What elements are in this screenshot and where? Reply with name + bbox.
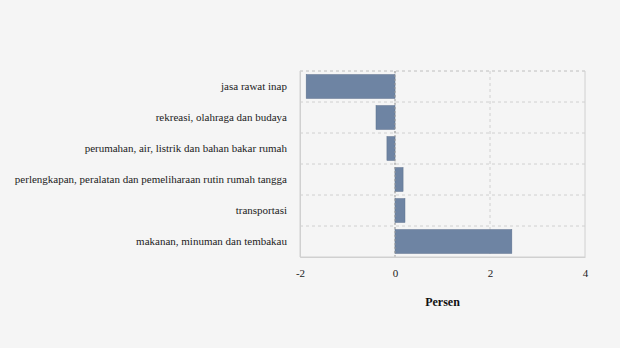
tick: jasa rawat inap <box>220 80 300 92</box>
tick: -2 <box>296 257 305 279</box>
tick-label: makanan, minuman dan tembakau <box>136 235 287 247</box>
grid-line <box>300 164 585 165</box>
bar <box>387 137 395 161</box>
tick: 4 <box>583 257 589 279</box>
y-axis: jasa rawat inap rekreasi, olahraga dan bu… <box>15 72 301 258</box>
tick: 0 <box>393 257 399 279</box>
tick-label: 4 <box>583 267 589 279</box>
tick: rekreasi, olahraga dan budaya <box>156 111 300 123</box>
bar <box>395 168 403 192</box>
bar <box>306 75 395 99</box>
tick: transportasi <box>236 204 300 216</box>
grid-line <box>490 71 491 257</box>
tick: perlengkapan, peralatan dan pemeliharaan… <box>15 173 300 185</box>
x-axis: -2 0 2 4 <box>296 257 589 279</box>
tick-label: jasa rawat inap <box>220 80 287 92</box>
tick: makanan, minuman dan tembakau <box>136 235 300 247</box>
frame <box>300 71 585 257</box>
grid <box>300 71 585 257</box>
axis-title: Persen <box>425 295 460 309</box>
grid-line <box>300 102 585 103</box>
bars <box>306 75 512 254</box>
tick: 2 <box>488 257 494 279</box>
tick-label: perlengkapan, peralatan dan pemeliharaan… <box>15 173 287 185</box>
chart: -2 0 2 4 jasa rawat inap rekreasi, olahraga d… <box>0 0 620 348</box>
bar <box>395 199 405 223</box>
tick-label: transportasi <box>236 204 287 216</box>
grid-line <box>300 133 585 134</box>
tick-label: 2 <box>488 267 494 279</box>
tick-label: -2 <box>296 267 305 279</box>
zero-line <box>395 71 396 257</box>
tick-label: rekreasi, olahraga dan budaya <box>156 111 287 123</box>
tick-label: perumahan, air, listrik dan bahan bakar … <box>85 142 288 154</box>
tick-label: 0 <box>393 267 399 279</box>
grid-line <box>395 71 396 257</box>
grid-line <box>300 195 585 196</box>
tick: perumahan, air, listrik dan bahan bakar … <box>85 142 300 154</box>
bar <box>395 230 512 254</box>
grid-line <box>300 226 585 227</box>
bar <box>376 106 395 130</box>
